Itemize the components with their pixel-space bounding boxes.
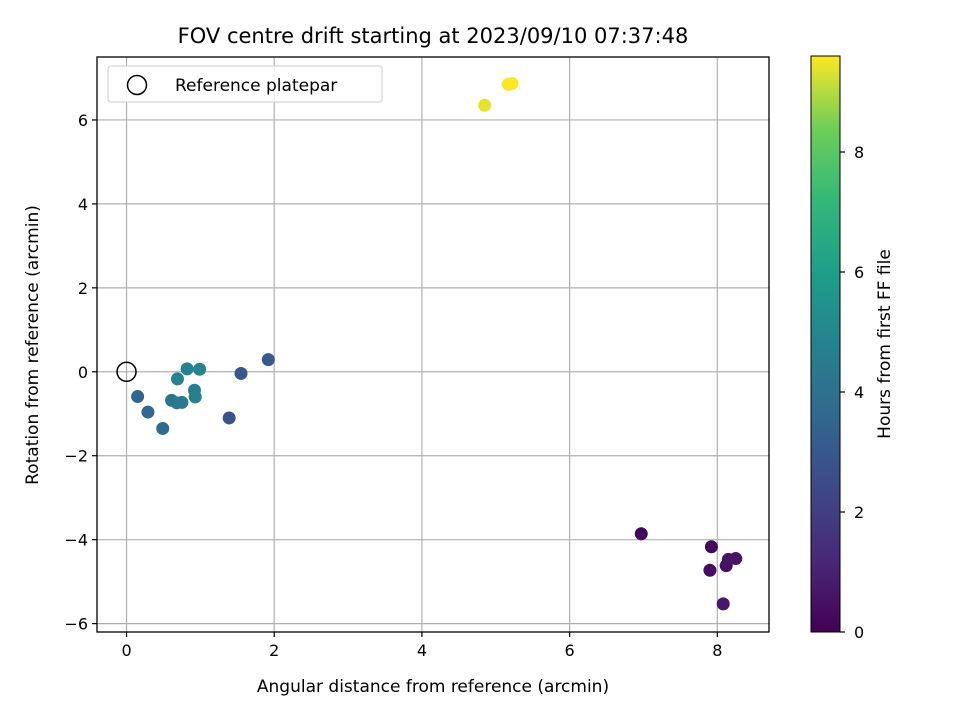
reference-marker-group: [116, 361, 137, 383]
x-tick-label: 4: [417, 641, 427, 660]
y-axis-label: Rotation from reference (arcmin): [23, 205, 43, 485]
legend: Reference platepar: [107, 65, 383, 103]
scatter-point: [188, 390, 202, 404]
plot-frame: [96, 56, 770, 633]
y-tick-label: −6: [64, 615, 88, 634]
scatter-point: [703, 563, 717, 577]
colorbar-tick-label: 2: [854, 503, 864, 522]
scatter-point: [478, 98, 492, 112]
x-tick-label: 8: [712, 641, 722, 660]
x-axis-label: Angular distance from reference (arcmin): [257, 677, 609, 697]
y-tick-label: 2: [78, 279, 88, 298]
colorbar-tick-label: 0: [854, 623, 864, 642]
scatter-point: [234, 366, 248, 380]
y-tick-label: −4: [64, 531, 88, 550]
y-axis-ticks: −6 −4 −2 0 2 4 6: [64, 111, 97, 634]
scatter-point: [193, 362, 207, 376]
y-tick-label: −2: [64, 447, 88, 466]
scatter-point: [180, 362, 194, 376]
y-tick-label: 4: [78, 195, 88, 214]
colorbar-tick-label: 8: [854, 143, 864, 162]
grid-lines: [97, 57, 769, 632]
data-points: [131, 76, 743, 611]
chart-title: FOV centre drift starting at 2023/09/10 …: [178, 24, 689, 48]
x-tick-label: 0: [121, 641, 131, 660]
scatter-point: [131, 390, 145, 404]
scatter-point: [156, 421, 170, 435]
colorbar-ticks: 0 2 4 6 8: [840, 143, 864, 642]
scatter-point: [175, 395, 189, 409]
scatter-point: [729, 552, 743, 566]
legend-box: [107, 65, 383, 103]
scatter-point: [261, 353, 275, 367]
scatter-point: [634, 527, 648, 541]
y-tick-label: 6: [78, 111, 88, 130]
x-axis-ticks: 0 2 4 6 8: [121, 632, 722, 660]
reference-platepar-marker: [116, 361, 137, 383]
colorbar-tick-label: 4: [854, 383, 864, 402]
colorbar-tick-label: 6: [854, 263, 864, 282]
legend-marker-open-circle: [126, 74, 148, 96]
scatter-point: [716, 597, 730, 611]
x-tick-label: 6: [565, 641, 575, 660]
x-tick-label: 2: [269, 641, 279, 660]
colorbar-label: Hours from first FF file: [875, 249, 895, 439]
scatter-point: [505, 76, 519, 90]
colorbar: [810, 55, 841, 633]
scatter-point: [222, 411, 236, 425]
scatter-point: [704, 540, 718, 554]
scatter-point: [170, 372, 184, 386]
y-tick-label: 0: [78, 363, 88, 382]
legend-entry-label: Reference platepar: [175, 76, 337, 96]
scatter-point: [141, 405, 155, 419]
